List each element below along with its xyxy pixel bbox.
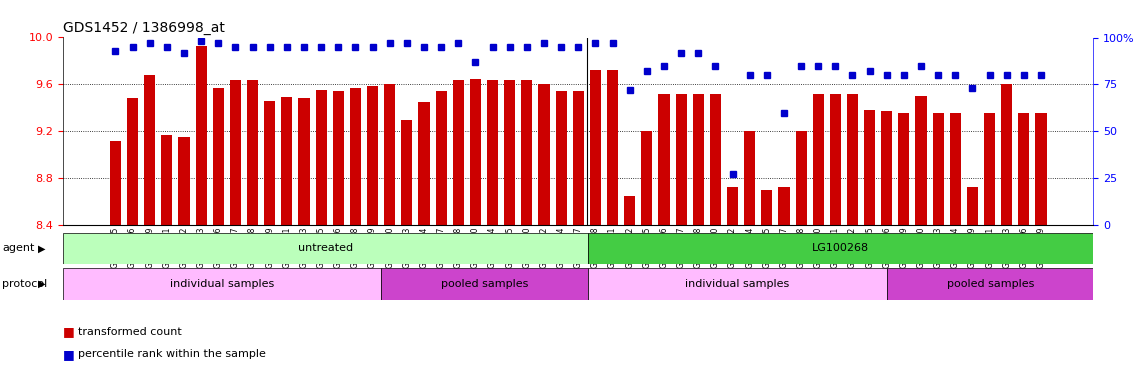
Bar	[761, 190, 773, 225]
Bar	[899, 112, 909, 225]
Bar	[469, 78, 481, 225]
Bar	[950, 112, 961, 225]
Bar	[796, 131, 806, 225]
Bar	[984, 112, 995, 225]
Bar	[813, 94, 823, 225]
Text: untreated: untreated	[298, 243, 353, 254]
Bar	[63, 268, 381, 300]
Text: percentile rank within the sample: percentile rank within the sample	[78, 350, 266, 359]
Bar	[110, 141, 121, 225]
Bar	[1035, 112, 1047, 225]
Text: transformed count: transformed count	[78, 327, 182, 337]
Bar	[487, 80, 498, 225]
Bar	[299, 99, 309, 225]
Bar	[779, 188, 790, 225]
Bar	[916, 96, 926, 225]
Bar	[247, 80, 258, 225]
Bar	[350, 88, 361, 225]
Text: individual samples: individual samples	[686, 279, 790, 289]
Text: protocol: protocol	[2, 279, 48, 289]
Bar	[127, 99, 139, 225]
Bar	[1018, 112, 1029, 225]
Bar	[381, 268, 587, 300]
Bar	[418, 102, 429, 225]
Bar	[847, 94, 858, 225]
Bar	[744, 131, 756, 225]
Bar	[452, 80, 464, 225]
Text: ▶: ▶	[38, 279, 46, 289]
Text: pooled samples: pooled samples	[441, 279, 528, 289]
Bar	[727, 188, 739, 225]
Bar	[607, 70, 618, 225]
Bar	[366, 86, 378, 225]
Bar	[555, 92, 567, 225]
Bar	[966, 188, 978, 225]
Bar	[1001, 84, 1012, 225]
Bar	[401, 120, 412, 225]
Bar	[830, 94, 840, 225]
Bar	[538, 84, 550, 225]
Bar	[572, 92, 584, 225]
Text: agent: agent	[2, 243, 34, 254]
Text: ■: ■	[63, 348, 74, 361]
Bar	[161, 135, 173, 225]
Bar	[282, 97, 292, 225]
Bar	[676, 94, 687, 225]
Bar	[693, 94, 704, 225]
Bar	[144, 75, 156, 225]
Bar	[590, 70, 601, 225]
Text: LG100268: LG100268	[812, 243, 869, 254]
Bar	[264, 101, 275, 225]
Bar	[587, 268, 887, 300]
Text: individual samples: individual samples	[171, 279, 275, 289]
Bar	[384, 84, 395, 225]
Text: pooled samples: pooled samples	[947, 279, 1034, 289]
Bar	[658, 94, 670, 225]
Bar	[316, 90, 326, 225]
Bar	[887, 268, 1093, 300]
Bar	[504, 80, 515, 225]
Bar	[213, 88, 223, 225]
Bar	[882, 111, 892, 225]
Bar	[933, 112, 943, 225]
Bar	[230, 80, 240, 225]
Bar	[710, 94, 721, 225]
Bar	[179, 137, 190, 225]
Text: ■: ■	[63, 326, 74, 338]
Bar	[641, 131, 653, 225]
Bar	[333, 92, 344, 225]
Text: GDS1452 / 1386998_at: GDS1452 / 1386998_at	[63, 21, 224, 35]
Bar	[435, 92, 447, 225]
Bar	[196, 46, 206, 225]
Bar	[521, 80, 532, 225]
Bar	[864, 110, 875, 225]
Text: ▶: ▶	[38, 243, 46, 254]
Bar	[587, 232, 1093, 264]
Bar	[63, 232, 587, 264]
Bar	[624, 196, 635, 225]
